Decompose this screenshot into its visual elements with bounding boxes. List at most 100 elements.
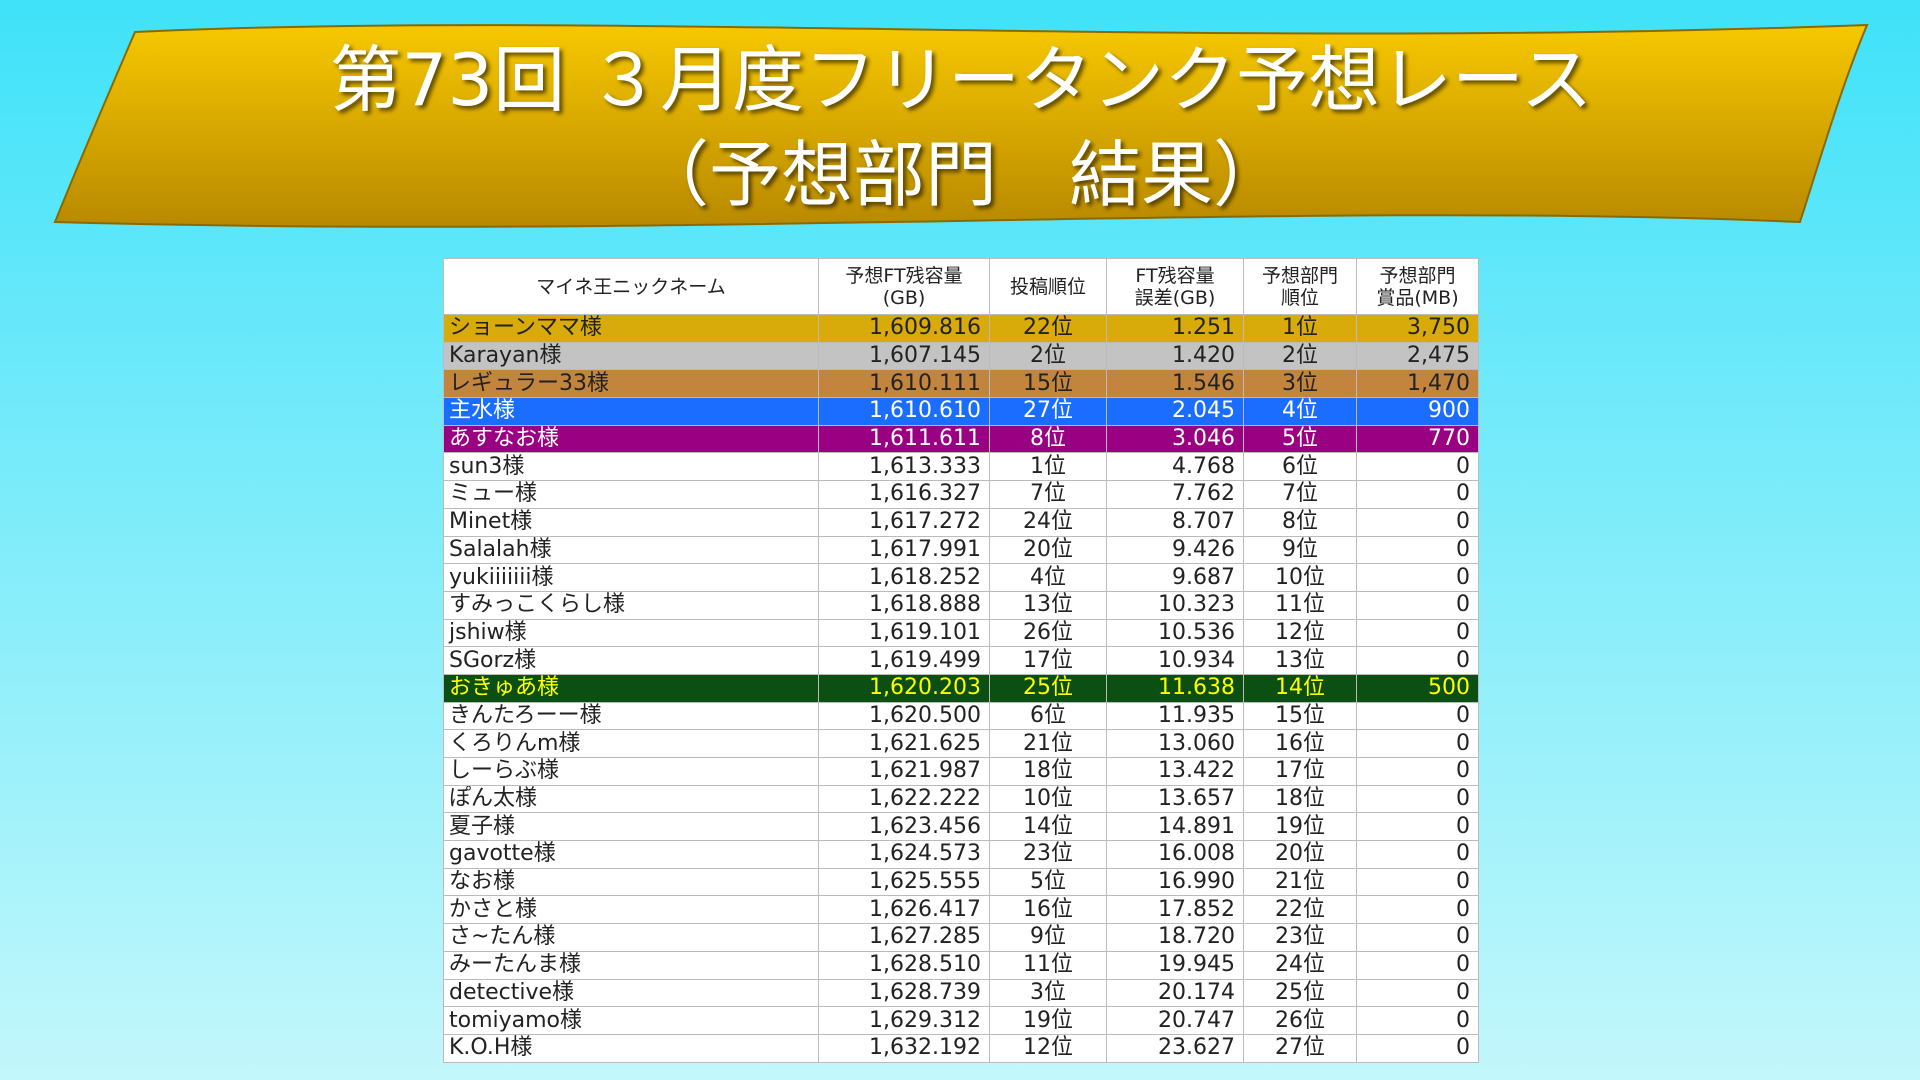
table-cell: 1.251 <box>1106 314 1244 343</box>
header-text: マイネ王ニックネーム <box>536 275 726 298</box>
table-cell: K.O.H様 <box>443 1033 819 1063</box>
table-cell: 7.762 <box>1106 480 1244 509</box>
table-cell: 27位 <box>1243 1033 1357 1063</box>
table-cell: 7位 <box>989 480 1107 509</box>
table-cell: 1,607.145 <box>818 341 990 371</box>
table-cell: 6位 <box>989 701 1107 731</box>
table-cell: 0 <box>1356 950 1479 980</box>
table-cell: 8位 <box>1243 507 1357 537</box>
table-cell: 11位 <box>989 950 1107 980</box>
table-row: 夏子様 1,623.456 14位 14.891 19位 0 <box>443 812 1479 842</box>
table-cell: 13.657 <box>1106 784 1244 814</box>
table-cell: Karayan様 <box>443 341 819 371</box>
table-row: K.O.H様 1,632.192 12位 23.627 27位 0 <box>443 1033 1479 1063</box>
table-cell: 0 <box>1356 978 1479 1008</box>
table-cell: 13.060 <box>1106 729 1244 758</box>
table-cell: 13位 <box>1243 646 1357 675</box>
table-cell: 900 <box>1356 397 1479 426</box>
table-cell: 500 <box>1356 673 1479 703</box>
table-cell: 0 <box>1356 784 1479 814</box>
table-cell: 0 <box>1356 507 1479 537</box>
table-row: レギュラー33様 1,610.111 15位 1.546 3位 1,470 <box>443 369 1479 399</box>
table-cell: 5位 <box>1243 424 1357 454</box>
table-cell: tomiyamo様 <box>443 1006 819 1035</box>
table-cell: 1,616.327 <box>818 480 990 509</box>
table-cell: 11位 <box>1243 590 1357 620</box>
table-cell: 0 <box>1356 895 1479 925</box>
table-cell: 3位 <box>1243 369 1357 399</box>
table-cell: 10位 <box>1243 563 1357 592</box>
table-cell: 25位 <box>989 673 1107 703</box>
column-header: 投稿順位 <box>989 258 1107 315</box>
results-table: マイネ王ニックネーム 予想FT残容量 (GB) 投稿順位 FT残容量 誤差(GB) 予想部門… <box>443 258 1479 1063</box>
table-cell: 13.422 <box>1106 757 1244 786</box>
column-header: マイネ王ニックネーム <box>443 258 819 315</box>
table-cell: 20.174 <box>1106 978 1244 1008</box>
table-row: しーらぶ様 1,621.987 18位 13.422 17位 0 <box>443 757 1479 786</box>
table-cell: 2位 <box>1243 341 1357 371</box>
table-cell: 9.687 <box>1106 563 1244 592</box>
table-cell: 0 <box>1356 1006 1479 1035</box>
table-cell: 11.935 <box>1106 701 1244 731</box>
header-text: 順位 <box>1280 286 1319 309</box>
table-cell: 23.627 <box>1106 1033 1244 1063</box>
table-cell: 0 <box>1356 812 1479 842</box>
table-cell: 夏子様 <box>443 812 819 842</box>
table-cell: ぽん太様 <box>443 784 819 814</box>
table-row: detective様 1,628.739 3位 20.174 25位 0 <box>443 978 1479 1008</box>
table-row: gavotte様 1,624.573 23位 16.008 20位 0 <box>443 840 1479 869</box>
table-cell: 1,618.888 <box>818 590 990 620</box>
table-cell: 0 <box>1356 923 1479 952</box>
table-cell: 0 <box>1356 701 1479 731</box>
table-cell: 0 <box>1356 480 1479 509</box>
table-cell: 0 <box>1356 563 1479 592</box>
table-cell: 2.045 <box>1106 397 1244 426</box>
table-cell: 0 <box>1356 618 1479 648</box>
table-cell: 0 <box>1356 535 1479 565</box>
table-cell: くろりんm様 <box>443 729 819 758</box>
table-cell: 1,613.333 <box>818 452 990 482</box>
table-cell: 7位 <box>1243 480 1357 509</box>
table-row: みーたんま様 1,628.510 11位 19.945 24位 0 <box>443 950 1479 980</box>
table-cell: 1,627.285 <box>818 923 990 952</box>
table-cell: 10.536 <box>1106 618 1244 648</box>
table-cell: 1,620.203 <box>818 673 990 703</box>
table-cell: 16位 <box>989 895 1107 925</box>
table-cell: かさと様 <box>443 895 819 925</box>
table-row: なお様 1,625.555 5位 16.990 21位 0 <box>443 867 1479 897</box>
header-text: FT残容量 <box>1135 264 1215 287</box>
table-row: ミュー様 1,616.327 7位 7.762 7位 0 <box>443 480 1479 509</box>
table-cell: ショーンママ様 <box>443 314 819 343</box>
header-text: (GB) <box>882 286 926 309</box>
table-cell: 4位 <box>989 563 1107 592</box>
table-cell: SGorz様 <box>443 646 819 675</box>
table-row: おきゅあ様 1,620.203 25位 11.638 14位 500 <box>443 673 1479 703</box>
table-row: 主水様 1,610.610 27位 2.045 4位 900 <box>443 397 1479 426</box>
table-cell: 10.934 <box>1106 646 1244 675</box>
table-cell: 20位 <box>989 535 1107 565</box>
table-cell: 1,618.252 <box>818 563 990 592</box>
header-text: 予想部門 <box>1379 264 1456 287</box>
table-cell: 21位 <box>1243 867 1357 897</box>
table-cell: 18.720 <box>1106 923 1244 952</box>
table-cell: gavotte様 <box>443 840 819 869</box>
table-cell: すみっこくらし様 <box>443 590 819 620</box>
table-cell: 1,626.417 <box>818 895 990 925</box>
table-row: jshiw様 1,619.101 26位 10.536 12位 0 <box>443 618 1479 648</box>
table-cell: 19.945 <box>1106 950 1244 980</box>
table-cell: 2位 <box>989 341 1107 371</box>
table-body: ショーンママ様 1,609.816 22位 1.251 1位 3,750 Karayan様 1… <box>443 314 1479 1063</box>
table-cell: 6位 <box>1243 452 1357 482</box>
table-cell: 10.323 <box>1106 590 1244 620</box>
table-cell: 20位 <box>1243 840 1357 869</box>
table-cell: 22位 <box>1243 895 1357 925</box>
table-cell: 1,620.500 <box>818 701 990 731</box>
table-cell: 17位 <box>1243 757 1357 786</box>
table-cell: なお様 <box>443 867 819 897</box>
table-cell: みーたんま様 <box>443 950 819 980</box>
table-row: あすなお様 1,611.611 8位 3.046 5位 770 <box>443 424 1479 454</box>
table-row: SGorz様 1,619.499 17位 10.934 13位 0 <box>443 646 1479 675</box>
table-cell: 9位 <box>989 923 1107 952</box>
table-row: かさと様 1,626.417 16位 17.852 22位 0 <box>443 895 1479 925</box>
